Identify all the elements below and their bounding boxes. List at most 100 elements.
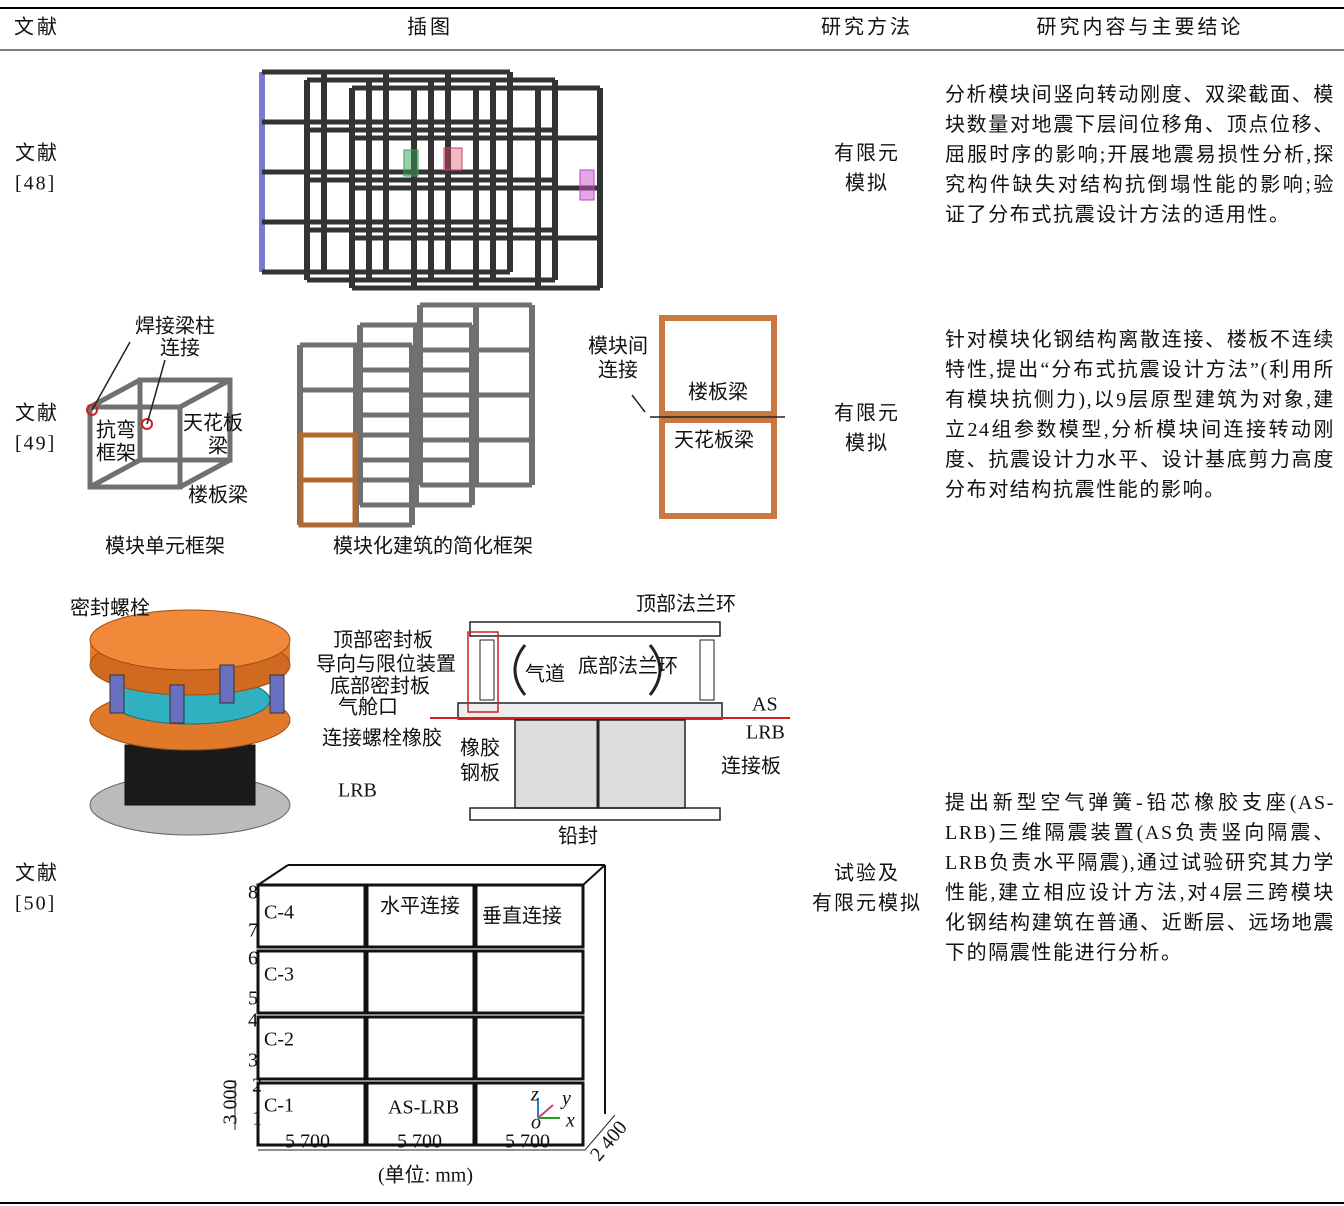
method: 有限元模拟 <box>812 892 922 915</box>
figure-label: 天花板 <box>183 412 243 435</box>
shape <box>479 639 495 701</box>
figure-label: C-4 <box>264 902 294 924</box>
ref: [48] <box>15 173 56 195</box>
figure-label: 顶部密封板 <box>333 629 433 652</box>
figure-label: 密封螺栓 <box>70 597 150 620</box>
method: 模拟 <box>845 172 889 195</box>
figure-label: 橡胶 <box>460 737 500 760</box>
shape <box>467 631 499 713</box>
figure-label: 4 <box>248 1010 258 1032</box>
figure-label: 3 000 <box>220 1080 242 1125</box>
marker <box>141 418 153 430</box>
method: 有限元 <box>834 402 900 425</box>
shape <box>219 664 235 704</box>
line <box>582 864 606 886</box>
figure-label: 2 <box>252 1075 262 1097</box>
figure-label: 5 <box>248 988 258 1010</box>
line <box>88 377 142 410</box>
figure-label: AS-LRB <box>388 1097 459 1119</box>
figure-label: 模块化建筑的简化框架 <box>333 535 533 558</box>
shape <box>699 639 715 701</box>
line <box>537 1104 554 1119</box>
ref: [50] <box>15 893 56 915</box>
figure-label: 连接螺栓橡胶 <box>322 727 442 750</box>
shape <box>469 807 721 821</box>
figure-label: 垂直连接 <box>482 905 562 928</box>
figure-label: 底部密封板 <box>330 675 430 698</box>
marker <box>86 404 98 416</box>
figure-label: 导向与限位装置 <box>316 653 456 676</box>
figure-label: 水平连接 <box>380 895 460 918</box>
figure-label: 连接板 <box>721 755 781 778</box>
figure-label: 5 700 <box>505 1131 550 1153</box>
shape <box>474 883 585 949</box>
ref: 文献 <box>15 142 59 165</box>
shape <box>365 1015 476 1081</box>
shape <box>256 1015 367 1081</box>
shape <box>659 315 777 417</box>
figure-label: 天花板梁 <box>674 429 754 452</box>
header-cell: 插图 <box>407 16 453 39</box>
method: 试验及 <box>834 862 900 885</box>
ref: [49] <box>15 433 56 455</box>
shape <box>256 883 367 949</box>
shape <box>474 1015 585 1081</box>
shape <box>124 744 256 806</box>
shape <box>514 719 686 809</box>
shape <box>469 621 721 637</box>
shape <box>256 949 367 1015</box>
shape <box>659 417 777 519</box>
figure-label: 6 <box>248 948 258 970</box>
figure-label: 气道 <box>525 663 565 686</box>
figure-label: AS <box>752 694 778 716</box>
figure-label: (单位: mm) <box>378 1164 473 1187</box>
header-cell: 文献 <box>14 16 60 39</box>
figure-label: C-3 <box>264 964 294 986</box>
conclusion: 分析模块间竖向转动刚度、双梁截面、模块数量对地震下层间位移角、顶点位移、屈服时序… <box>945 84 1335 226</box>
shape <box>256 1081 367 1147</box>
line <box>257 864 289 886</box>
shape <box>87 404 183 490</box>
figure-label: 底部法兰环 <box>578 655 678 678</box>
figure-label: 楼板梁 <box>188 484 248 507</box>
shape <box>579 169 595 201</box>
figure-label: y <box>560 1088 571 1110</box>
ref: 文献 <box>15 862 59 885</box>
figure-label: 8 <box>248 882 258 904</box>
figure-label: 模块间 <box>588 335 648 358</box>
figure-label: z <box>530 1084 539 1106</box>
figure-label: 楼板梁 <box>688 381 748 404</box>
bearing-top <box>89 609 291 671</box>
shape <box>474 949 585 1015</box>
figure-label: o <box>531 1112 541 1134</box>
flange <box>513 644 662 696</box>
figure-label: 顶部法兰环 <box>636 593 736 616</box>
figure-label: 框架 <box>96 442 136 465</box>
figure-label: 3 <box>248 1050 258 1072</box>
figure-label: C-2 <box>264 1029 294 1051</box>
line <box>91 341 131 411</box>
figure-label: LRB <box>746 722 785 744</box>
shape <box>443 147 463 171</box>
line <box>146 359 166 425</box>
shape <box>169 684 185 724</box>
shape <box>365 883 476 949</box>
method: 模拟 <box>845 432 889 455</box>
figure-label: 5 700 <box>285 1131 330 1153</box>
ref: 文献 <box>15 402 59 425</box>
method: 有限元 <box>834 142 900 165</box>
shape <box>109 674 125 714</box>
figure-label: C-1 <box>264 1095 294 1117</box>
line <box>178 377 232 410</box>
figure-label: 5 700 <box>397 1131 442 1153</box>
conclusion: 提出新型空气弹簧-铅芯橡胶支座(AS-LRB)三维隔震装置(AS负责竖向隔震、L… <box>945 792 1335 964</box>
shape <box>474 1081 585 1147</box>
figure-label: LRB <box>338 780 377 802</box>
shape <box>365 949 476 1015</box>
shape <box>403 149 419 177</box>
shape <box>269 674 285 714</box>
line <box>88 457 142 490</box>
conclusion: 针对模块化钢结构离散连接、楼板不连续特性,提出“分布式抗震设计方法”(利用所有模… <box>945 329 1335 501</box>
